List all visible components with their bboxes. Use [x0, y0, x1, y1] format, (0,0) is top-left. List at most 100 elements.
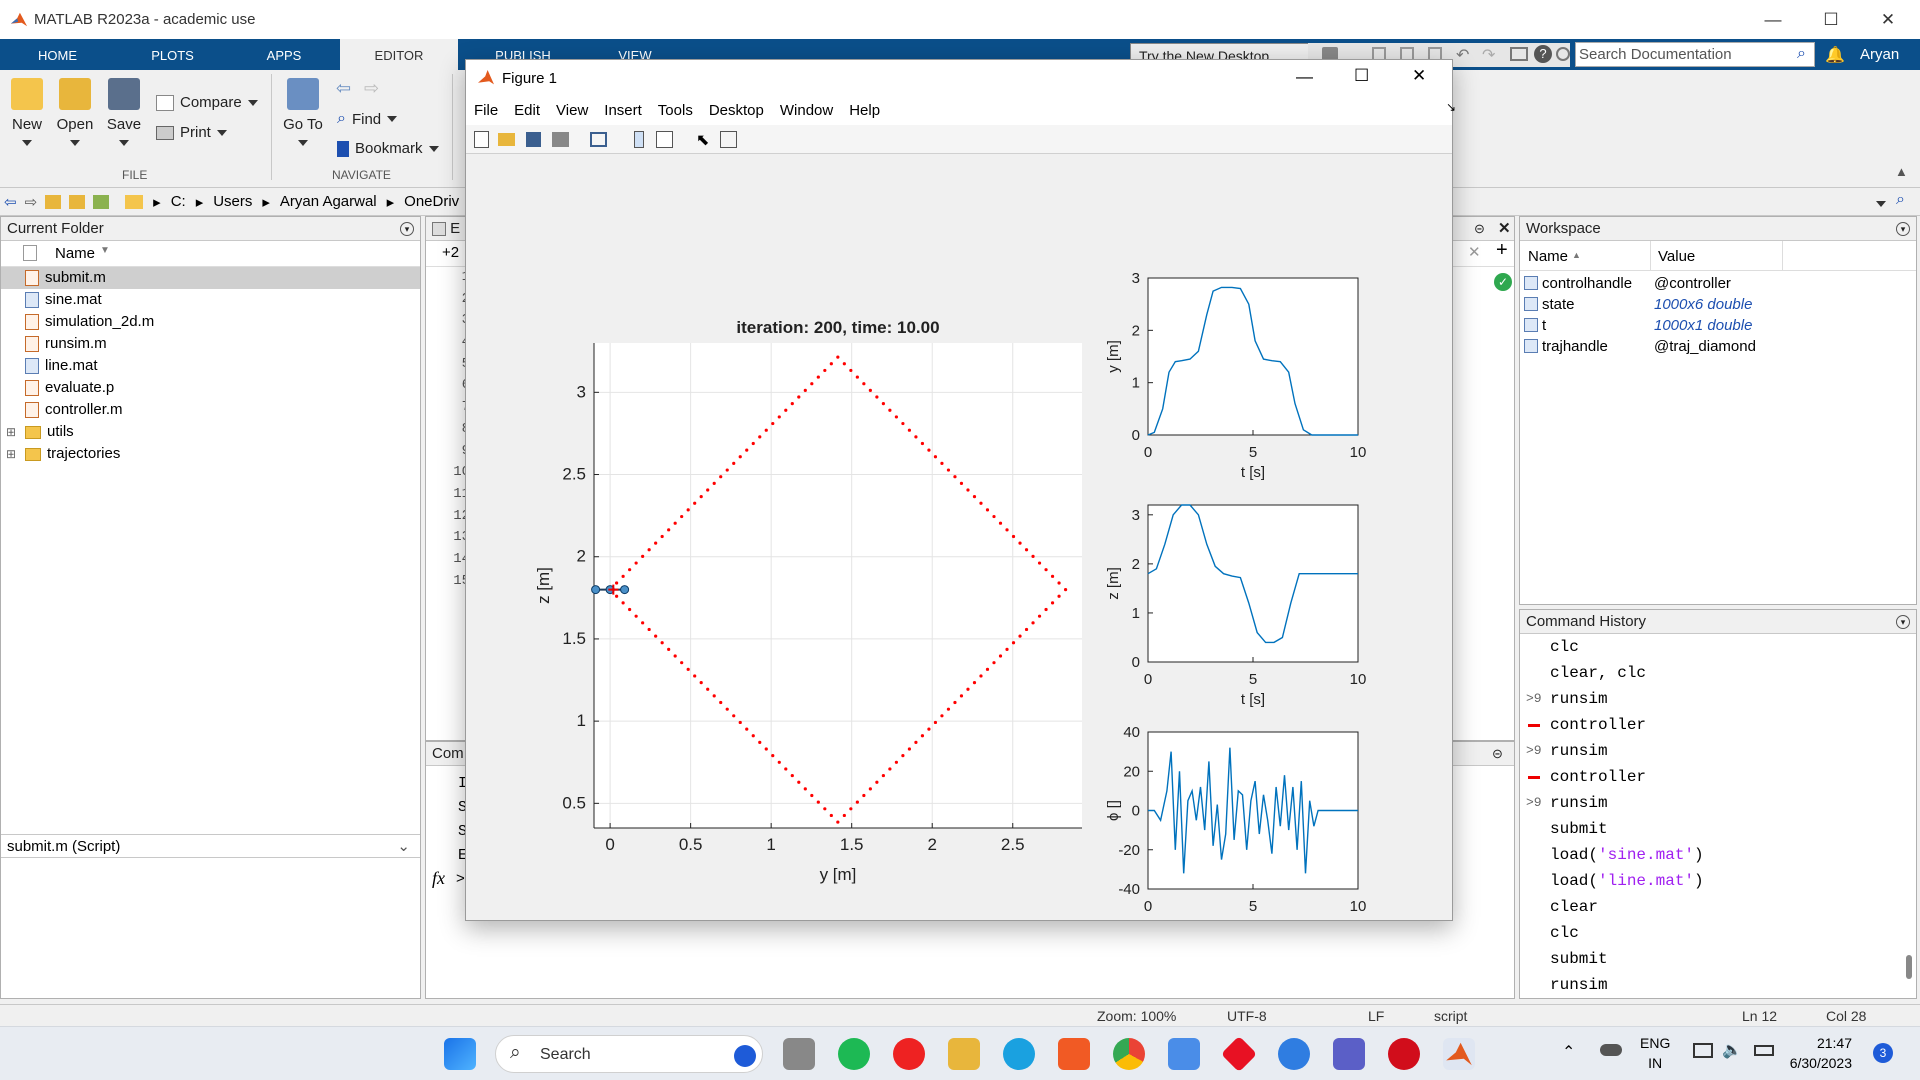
workspace-variable-row[interactable]: state 1000x6 double — [1520, 294, 1916, 315]
history-entry[interactable]: controller — [1520, 764, 1916, 790]
editor-tab-more[interactable]: +2 — [442, 244, 460, 261]
path-part-onedrive[interactable]: OneDriv — [404, 193, 460, 210]
network-icon[interactable] — [1693, 1043, 1713, 1058]
notifications-bell-icon[interactable]: 🔔 — [1825, 47, 1845, 64]
file-row[interactable]: runsim.m — [1, 333, 420, 355]
get-help-icon[interactable] — [1278, 1038, 1310, 1070]
goto-button[interactable]: Go To — [278, 70, 328, 150]
tab-plots[interactable]: PLOTS — [151, 48, 194, 63]
tab-apps[interactable]: APPS — [266, 48, 302, 63]
taskbar-search-box[interactable]: ⌕ Search — [495, 1035, 763, 1073]
user-account-menu[interactable]: Aryan — [1860, 46, 1900, 63]
search-documentation-input[interactable]: Search Documentation — [1575, 42, 1815, 67]
details-collapse-icon[interactable]: ⌄ — [397, 838, 410, 855]
name-column-header[interactable]: Name — [55, 245, 96, 262]
path-dropdown-icon[interactable] — [1876, 194, 1886, 211]
prompt-chevron[interactable]: > — [456, 870, 465, 887]
tab-editor[interactable]: EDITOR — [340, 39, 458, 70]
minimize-button[interactable]: — — [1764, 9, 1782, 29]
history-entry[interactable]: controller — [1520, 712, 1916, 738]
link-plot-icon[interactable] — [590, 132, 607, 147]
back-arrow-icon[interactable]: ⇦ — [336, 78, 352, 98]
history-scrollbar-thumb[interactable] — [1906, 955, 1912, 979]
opera-icon[interactable] — [1388, 1038, 1420, 1070]
edge-icon[interactable] — [1003, 1038, 1035, 1070]
file-row[interactable]: ⊞ trajectories — [1, 443, 420, 465]
tab-home[interactable]: HOME — [38, 48, 77, 63]
history-entry[interactable]: clear — [1520, 894, 1916, 920]
expand-folder-icon[interactable]: ⊞ — [6, 425, 17, 439]
bookmark-button[interactable]: Bookmark — [337, 140, 439, 157]
command-window-actions-icon[interactable]: ⊝ — [1492, 746, 1503, 761]
legend-icon[interactable] — [656, 131, 673, 148]
redo-icon[interactable]: ↷ — [1482, 47, 1496, 64]
matlab-taskbar-icon[interactable] — [1443, 1038, 1475, 1070]
editor-close-icon[interactable]: ✕ — [1498, 220, 1511, 237]
onedrive-cloud-icon[interactable] — [1600, 1044, 1622, 1056]
figure-maximize-button[interactable]: ☐ — [1354, 66, 1370, 85]
forward-arrow-icon[interactable]: ⇨ — [364, 78, 380, 98]
history-entry[interactable]: clc — [1520, 920, 1916, 946]
notification-count-badge[interactable]: 3 — [1873, 1043, 1893, 1063]
editor-actions-icon[interactable]: ⊝ — [1474, 221, 1485, 236]
maximize-button[interactable]: ☐ — [1823, 9, 1839, 29]
file-row[interactable]: evaluate.p — [1, 377, 420, 399]
battery-icon[interactable] — [1754, 1045, 1774, 1056]
show-hidden-icons-chevron[interactable]: ⌃ — [1562, 1044, 1576, 1061]
close-tab-icon[interactable]: ✕ — [1468, 244, 1481, 261]
path-icon[interactable] — [93, 194, 110, 209]
path-part-users[interactable]: Users — [213, 193, 253, 210]
file-row[interactable]: ⊞ utils — [1, 421, 420, 443]
history-entry[interactable]: >9 runsim — [1520, 738, 1916, 764]
history-actions-icon[interactable]: ▾ — [1896, 615, 1910, 629]
find-button[interactable]: ⌕ Find — [337, 110, 398, 128]
new-figure-icon[interactable] — [474, 131, 489, 148]
new-button[interactable]: New — [4, 70, 50, 150]
workspace-variable-row[interactable]: t 1000x1 double — [1520, 315, 1916, 336]
ws-name-column[interactable]: Name — [1528, 248, 1569, 265]
history-entry[interactable]: runsim — [1520, 972, 1916, 998]
quick-access-options-icon[interactable] — [1556, 47, 1570, 61]
undo-icon[interactable]: ↶ — [1456, 47, 1470, 64]
close-button[interactable]: ✕ — [1880, 9, 1896, 29]
open-file-icon[interactable] — [498, 133, 515, 146]
command-window-text[interactable]: I S S E — [458, 772, 467, 868]
start-button-icon[interactable] — [444, 1038, 476, 1070]
file-row[interactable]: line.mat — [1, 355, 420, 377]
collapse-toolstrip-icon[interactable]: ▲ — [1895, 164, 1908, 179]
menu-desktop[interactable]: Desktop — [708, 102, 764, 119]
workspace-actions-icon[interactable]: ▾ — [1896, 222, 1910, 236]
path-part-drive[interactable]: C: — [170, 193, 186, 210]
colorbar-icon[interactable] — [634, 131, 644, 148]
youtube-music-icon[interactable] — [893, 1038, 925, 1070]
code-analyzer-ok-icon[interactable]: ✓ — [1494, 273, 1512, 291]
menu-help[interactable]: Help — [849, 102, 881, 119]
workspace-variable-row[interactable]: trajhandle @traj_diamond — [1520, 336, 1916, 357]
print-figure-icon[interactable] — [552, 132, 569, 147]
spotify-icon[interactable] — [838, 1038, 870, 1070]
history-entry[interactable]: clear, clc — [1520, 660, 1916, 686]
figure-canvas[interactable]: 0 0.5 1 1.5 2 2.5 0.5 1 1.5 2 2.5 3 y [m] z [m] iterat… — [466, 156, 1452, 935]
menu-window[interactable]: Window — [779, 102, 834, 119]
menu-edit[interactable]: Edit — [514, 102, 541, 119]
print-button[interactable]: Print — [156, 124, 227, 141]
folder-column-header[interactable]: Name ▼ — [1, 241, 420, 267]
figure-minimize-button[interactable]: — — [1296, 67, 1313, 86]
history-entry[interactable]: load('sine.mat') — [1520, 842, 1916, 868]
browse-folder-icon[interactable] — [69, 194, 86, 209]
figure-close-button[interactable]: ✕ — [1412, 66, 1427, 85]
save-button[interactable]: Save — [101, 70, 147, 150]
search-folder-icon[interactable]: ⌕ — [1896, 191, 1905, 208]
save-all-icon[interactable] — [1322, 47, 1338, 61]
file-explorer-icon[interactable] — [948, 1038, 980, 1070]
menu-insert[interactable]: Insert — [604, 102, 642, 119]
dock-figure-icon[interactable]: ↘ — [1446, 100, 1457, 114]
brave-icon[interactable] — [1058, 1038, 1090, 1070]
menu-tools[interactable]: Tools — [657, 102, 693, 119]
path-part-user[interactable]: Aryan Agarwal — [279, 193, 377, 210]
history-entry[interactable]: >9 runsim — [1520, 790, 1916, 816]
expand-folder-icon[interactable]: ⊞ — [6, 447, 17, 461]
history-entry[interactable]: load('line.mat') — [1520, 868, 1916, 894]
file-row[interactable]: controller.m — [1, 399, 420, 421]
volume-icon[interactable]: 🔈 — [1722, 1042, 1742, 1059]
